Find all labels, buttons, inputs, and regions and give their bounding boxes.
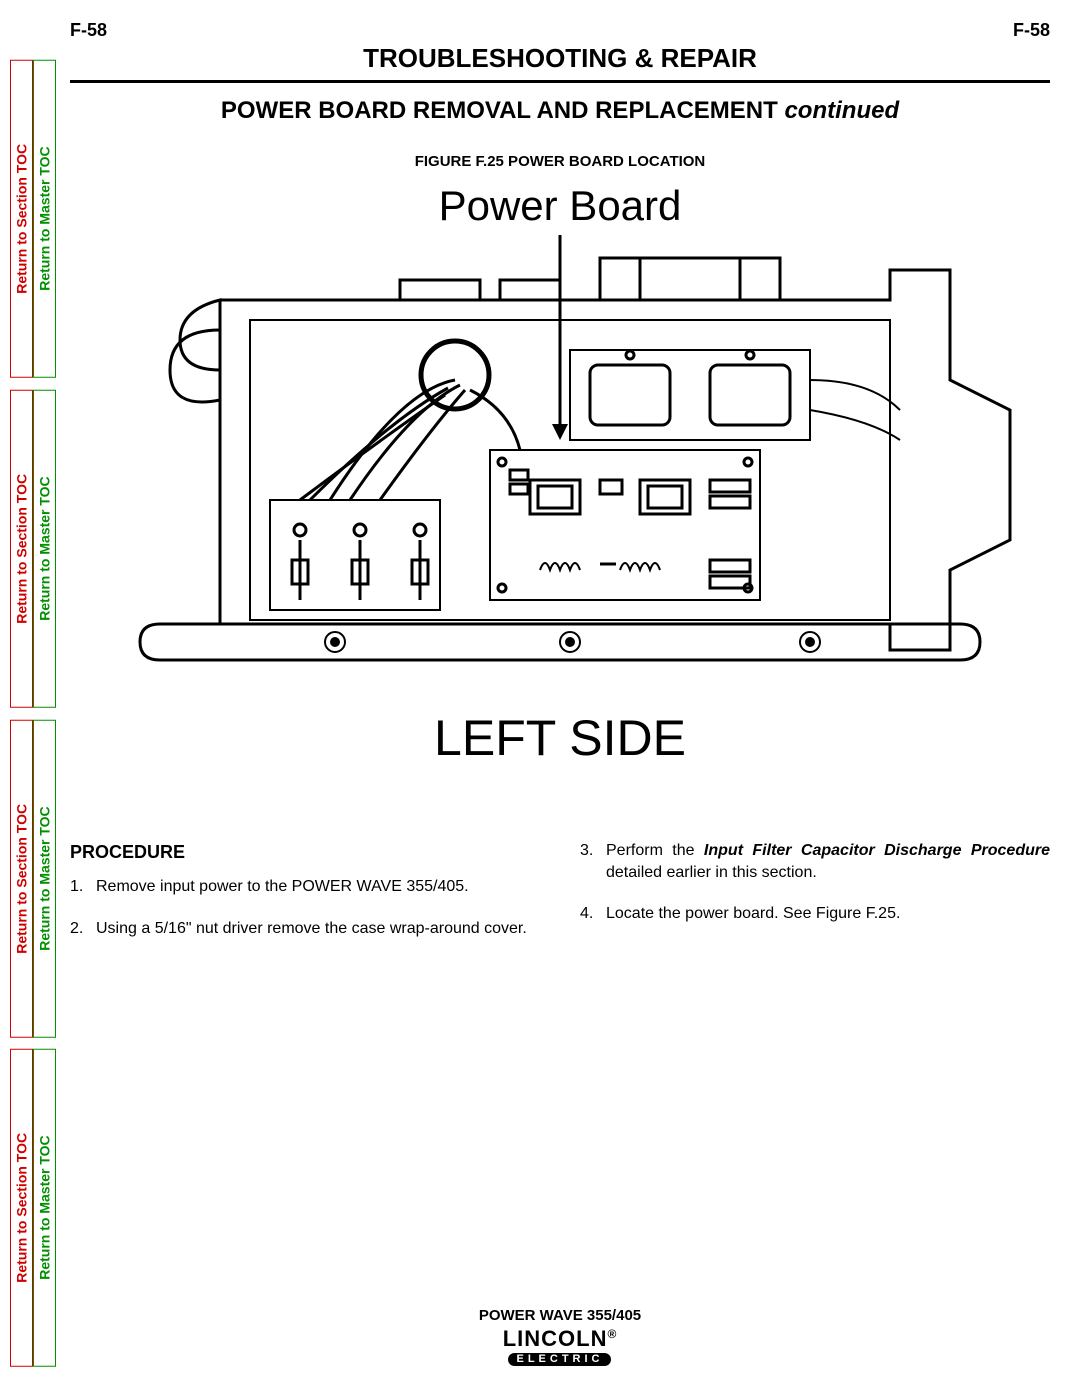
step-number: 4. xyxy=(580,903,606,925)
return-master-toc-link[interactable]: Return to Master TOC xyxy=(33,390,56,708)
logo-brand-bottom: ELECTRIC xyxy=(508,1353,611,1366)
step-text: Locate the power board. See Figure F.25. xyxy=(606,903,1050,925)
procedure-col-right: 3. Perform the Input Filter Capacitor Di… xyxy=(580,840,1050,959)
sub-title-text: POWER BOARD REMOVAL AND REPLACEMENT xyxy=(221,97,778,124)
page-number-right: F-58 xyxy=(1013,20,1050,41)
return-section-toc-link[interactable]: Return to Section TOC xyxy=(10,720,33,1038)
return-master-toc-link[interactable]: Return to Master TOC xyxy=(33,60,56,378)
master-toc-column: Return to Master TOC Return to Master TO… xyxy=(33,60,56,1367)
step-text: Perform the Input Filter Capacitor Disch… xyxy=(606,840,1050,883)
return-master-toc-link[interactable]: Return to Master TOC xyxy=(33,720,56,1038)
return-section-toc-link[interactable]: Return to Section TOC xyxy=(10,390,33,708)
procedure-heading: PROCEDURE xyxy=(70,840,540,864)
step-text: Remove input power to the POWER WAVE 355… xyxy=(96,876,540,898)
page-number-left: F-58 xyxy=(70,20,107,41)
procedure-step: 4. Locate the power board. See Figure F.… xyxy=(580,903,1050,925)
step-number: 2. xyxy=(70,918,96,940)
sub-title: POWER BOARD REMOVAL AND REPLACEMENT cont… xyxy=(70,97,1050,125)
step-number: 3. xyxy=(580,840,606,883)
header-row: F-58 F-58 xyxy=(70,20,1050,41)
return-section-toc-link[interactable]: Return to Section TOC xyxy=(10,1049,33,1367)
side-tab-strip: Return to Section TOC Return to Section … xyxy=(10,60,56,1367)
logo-brand-top: LINCOLN® xyxy=(503,1326,618,1351)
procedure-step: 3. Perform the Input Filter Capacitor Di… xyxy=(580,840,1050,883)
diagram-label-top: Power Board xyxy=(439,182,682,229)
section-toc-column: Return to Section TOC Return to Section … xyxy=(10,60,33,1367)
step-text: Using a 5/16" nut driver remove the case… xyxy=(96,918,540,940)
procedure-section: PROCEDURE 1. Remove input power to the P… xyxy=(70,840,1050,959)
procedure-col-left: PROCEDURE 1. Remove input power to the P… xyxy=(70,840,540,959)
return-section-toc-link[interactable]: Return to Section TOC xyxy=(10,60,33,378)
lincoln-electric-logo: LINCOLN® ELECTRIC xyxy=(503,1328,618,1366)
page-footer: POWER WAVE 355/405 LINCOLN® ELECTRIC xyxy=(70,1307,1050,1367)
procedure-step: 1. Remove input power to the POWER WAVE … xyxy=(70,876,540,898)
procedure-step: 2. Using a 5/16" nut driver remove the c… xyxy=(70,918,540,940)
diagram-label-bottom: LEFT SIDE xyxy=(434,710,686,766)
page-content: F-58 F-58 TROUBLESHOOTING & REPAIR POWER… xyxy=(70,20,1050,1377)
sub-title-continued: continued xyxy=(784,97,899,124)
emphasis-text: Input Filter Capacitor Discharge Procedu… xyxy=(704,842,1050,859)
step-number: 1. xyxy=(70,876,96,898)
power-board-figure: Power Board xyxy=(100,180,1020,780)
return-master-toc-link[interactable]: Return to Master TOC xyxy=(33,1049,56,1367)
section-title: TROUBLESHOOTING & REPAIR xyxy=(70,43,1050,74)
footer-model: POWER WAVE 355/405 xyxy=(70,1307,1050,1324)
title-rule xyxy=(70,80,1050,83)
figure-caption: FIGURE F.25 POWER BOARD LOCATION xyxy=(70,153,1050,170)
